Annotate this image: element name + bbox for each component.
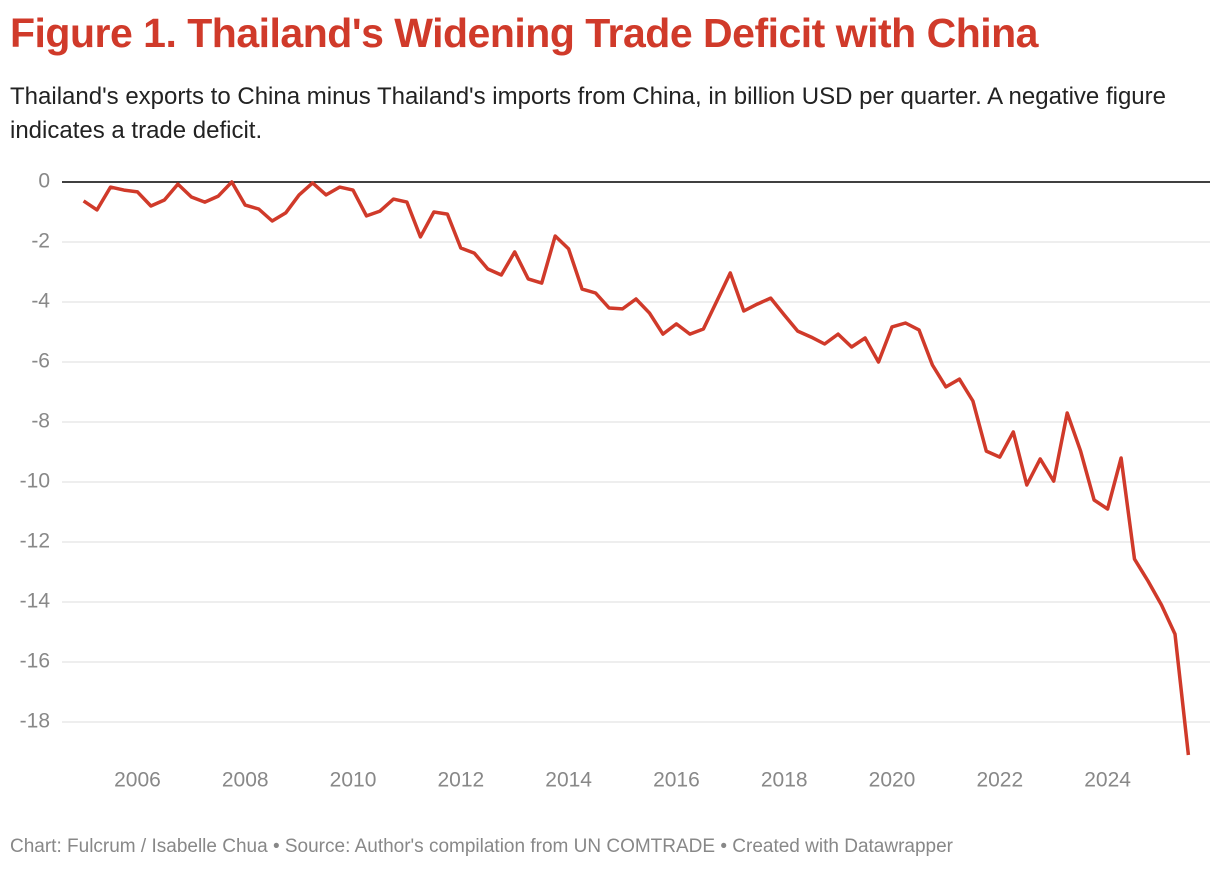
x-tick-label: 2006	[114, 769, 161, 792]
y-tick-label: -18	[20, 710, 50, 733]
y-tick-label: 0	[38, 170, 50, 193]
x-tick-label: 2012	[437, 769, 484, 792]
x-tick-label: 2010	[330, 769, 377, 792]
chart-title: Figure 1. Thailand's Widening Trade Defi…	[10, 10, 1039, 56]
data-line	[82, 180, 1191, 756]
y-tick-label: -6	[31, 350, 50, 373]
x-tick-label: 2022	[976, 769, 1023, 792]
y-tick-label: -16	[20, 650, 50, 673]
x-tick-label: 2018	[761, 769, 808, 792]
chart-subtitle: Thailand's exports to China minus Thaila…	[10, 83, 1166, 144]
y-tick-label: -2	[31, 230, 50, 253]
x-tick-label: 2020	[869, 769, 916, 792]
y-tick-label: -10	[20, 470, 50, 493]
chart-footer: Chart: Fulcrum / Isabelle Chua • Source:…	[10, 836, 953, 857]
x-tick-label: 2024	[1084, 769, 1131, 792]
x-tick-label: 2008	[222, 769, 269, 792]
y-tick-label: -12	[20, 530, 50, 553]
x-tick-label: 2014	[545, 769, 592, 792]
y-tick-label: -4	[31, 290, 50, 313]
y-tick-label: -14	[20, 590, 51, 613]
x-tick-label: 2016	[653, 769, 700, 792]
y-tick-label: -8	[31, 410, 50, 433]
